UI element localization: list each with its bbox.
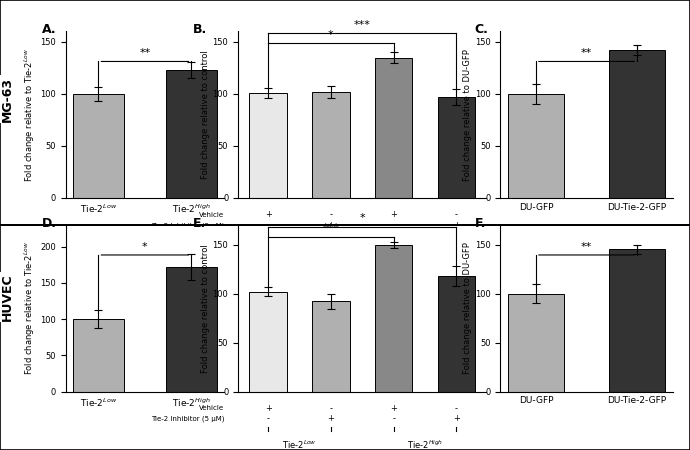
Text: B.: B. — [193, 23, 208, 36]
Text: Tie-2$^{High}$: Tie-2$^{High}$ — [407, 438, 443, 450]
Text: -: - — [392, 221, 395, 230]
Text: -: - — [455, 404, 458, 413]
Bar — [375, 58, 413, 198]
Bar — [249, 292, 287, 392]
Text: *: * — [359, 213, 365, 223]
Text: Tie-2 Inhibitor (5 μM): Tie-2 Inhibitor (5 μM) — [150, 416, 224, 422]
Text: -: - — [329, 404, 333, 413]
Text: D.: D. — [42, 216, 57, 230]
Text: -: - — [329, 210, 333, 219]
Text: **: ** — [581, 242, 592, 252]
Text: MG-63: MG-63 — [1, 76, 13, 122]
Text: +: + — [328, 414, 335, 423]
Text: -: - — [266, 221, 270, 230]
Bar — [508, 293, 564, 392]
Text: *: * — [142, 242, 148, 252]
Bar — [166, 70, 217, 198]
Bar — [72, 319, 124, 392]
Text: *: * — [328, 30, 334, 40]
Bar — [609, 249, 665, 392]
Y-axis label: Fold change relative to DU-GFP: Fold change relative to DU-GFP — [463, 242, 472, 374]
Text: Tie-2 Inhibitor (5 μM): Tie-2 Inhibitor (5 μM) — [150, 222, 224, 229]
Bar — [312, 302, 350, 392]
Text: Vehicle: Vehicle — [199, 405, 224, 411]
Text: C.: C. — [475, 23, 489, 36]
Y-axis label: Fold change relative to control: Fold change relative to control — [201, 50, 210, 179]
Text: A.: A. — [42, 23, 57, 36]
Bar — [312, 92, 350, 198]
Text: -: - — [392, 414, 395, 423]
Text: HUVEC: HUVEC — [1, 273, 13, 321]
Bar — [437, 276, 475, 392]
Y-axis label: Fold change relative to DU-GFP: Fold change relative to DU-GFP — [463, 49, 472, 181]
Text: +: + — [265, 210, 272, 219]
Text: E.: E. — [193, 216, 206, 230]
Bar — [437, 97, 475, 198]
Y-axis label: Fold change relative to control: Fold change relative to control — [201, 244, 210, 373]
Text: ***: *** — [354, 20, 371, 30]
Text: +: + — [453, 221, 460, 230]
Text: +: + — [328, 221, 335, 230]
Bar — [375, 245, 413, 392]
Bar — [609, 50, 665, 198]
Text: F.: F. — [475, 216, 486, 230]
Y-axis label: Fold change relative to Tie-2$^{Low}$: Fold change relative to Tie-2$^{Low}$ — [23, 48, 37, 182]
Text: Vehicle: Vehicle — [199, 212, 224, 218]
Text: Tie-2$^{High}$: Tie-2$^{High}$ — [407, 245, 443, 257]
Text: -: - — [455, 210, 458, 219]
Bar — [249, 93, 287, 198]
Text: Tie-2$^{Low}$: Tie-2$^{Low}$ — [282, 245, 317, 257]
Text: +: + — [265, 404, 272, 413]
Text: **: ** — [139, 48, 150, 58]
Text: -: - — [266, 414, 270, 423]
Text: Tie-2$^{Low}$: Tie-2$^{Low}$ — [282, 438, 317, 450]
Text: +: + — [390, 404, 397, 413]
Bar — [166, 267, 217, 392]
Text: +: + — [390, 210, 397, 219]
Bar — [508, 94, 564, 198]
Bar — [72, 94, 124, 198]
Y-axis label: Fold change relative to Tie-2$^{Low}$: Fold change relative to Tie-2$^{Low}$ — [23, 241, 37, 375]
Text: ***: *** — [322, 223, 339, 233]
Text: **: ** — [581, 48, 592, 58]
Text: +: + — [453, 414, 460, 423]
